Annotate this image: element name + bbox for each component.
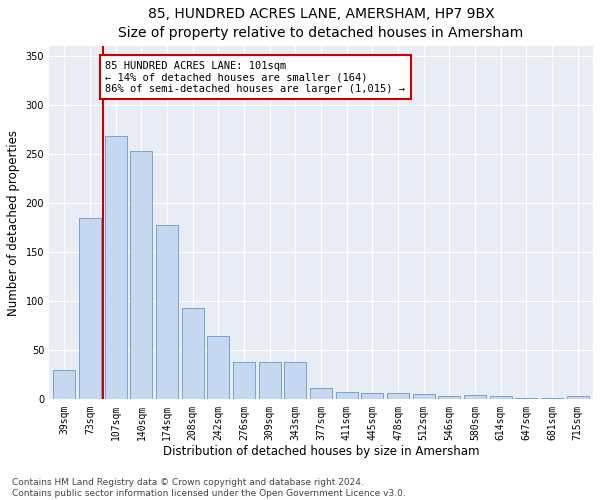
Bar (79, 218, 101, 400)
Title: 85, HUNDRED ACRES LANE, AMERSHAM, HP7 9BX
Size of property relative to detached : 85, HUNDRED ACRES LANE, AMERSHAM, HP7 9B… (118, 7, 524, 40)
Bar (105, 136, 127, 400)
Text: Contains HM Land Registry data © Crown copyright and database right 2024.
Contai: Contains HM Land Registry data © Crown c… (12, 478, 406, 498)
Bar (387, 392, 409, 400)
Bar (284, 362, 306, 400)
Bar (182, 308, 203, 400)
Bar (53, 370, 75, 400)
Bar (515, 398, 537, 400)
Bar (541, 398, 563, 400)
Bar (567, 396, 589, 400)
Bar (130, 151, 152, 400)
X-axis label: Distribution of detached houses by size in Amersham: Distribution of detached houses by size … (163, 445, 479, 458)
Bar (233, 362, 255, 400)
Bar (310, 388, 332, 400)
Bar (413, 394, 434, 400)
Y-axis label: Number of detached properties: Number of detached properties (7, 130, 20, 316)
Bar (361, 392, 383, 400)
Bar (156, 224, 178, 400)
Bar (208, 336, 229, 400)
Bar (439, 396, 460, 400)
Text: 85 HUNDRED ACRES LANE: 101sqm
← 14% of detached houses are smaller (164)
86% of : 85 HUNDRED ACRES LANE: 101sqm ← 14% of d… (106, 60, 406, 94)
Bar (464, 396, 486, 400)
Bar (336, 392, 358, 400)
Bar (490, 396, 512, 400)
Bar (259, 362, 281, 400)
